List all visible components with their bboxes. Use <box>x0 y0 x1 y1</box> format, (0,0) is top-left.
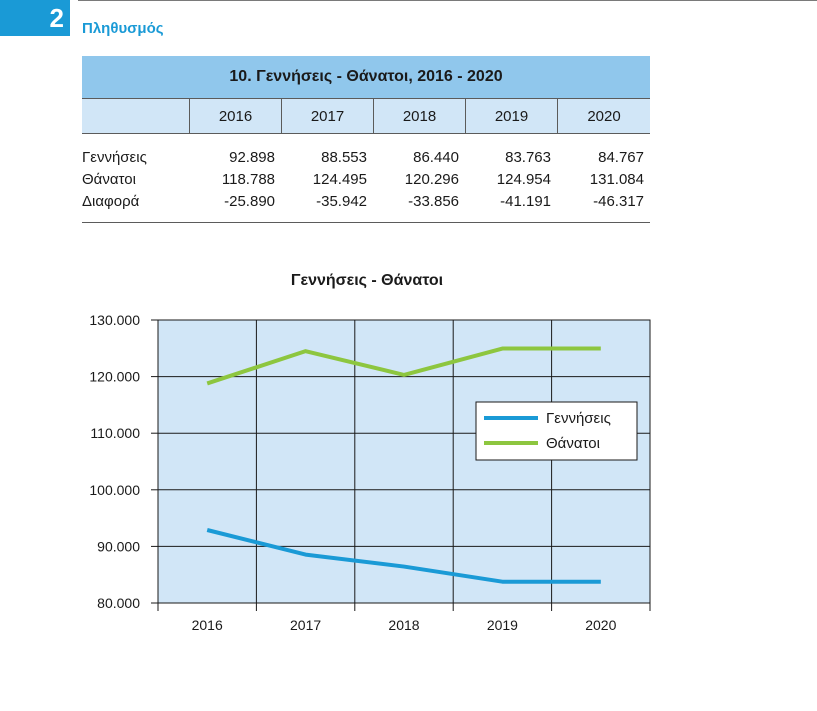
table-header-row: 2016 2017 2018 2019 2020 <box>82 98 650 134</box>
table-cell: 120.296 <box>404 170 459 188</box>
table-cell: -41.191 <box>500 192 551 210</box>
table-cell: 131.084 <box>589 170 644 188</box>
table-row-difference: Διαφορά -25.890 -35.942 -33.856 -41.191 … <box>82 190 650 212</box>
x-tick-label: 2017 <box>290 617 321 633</box>
table-cell: 124.954 <box>496 170 551 188</box>
table-header-year: 2016 <box>189 99 281 133</box>
y-tick-label: 120.000 <box>89 369 140 385</box>
births-deaths-table: 10. Γεννήσεις - Θάνατοι, 2016 - 2020 201… <box>82 56 650 223</box>
table-cell: 92.898 <box>229 148 275 166</box>
table-cell: -33.856 <box>408 192 459 210</box>
x-tick-label: 2018 <box>388 617 419 633</box>
y-tick-label: 100.000 <box>89 482 140 498</box>
x-tick-label: 2019 <box>487 617 518 633</box>
x-tick-label: 2016 <box>192 617 223 633</box>
y-tick-label: 110.000 <box>90 425 140 441</box>
table-cell: 124.495 <box>312 170 367 188</box>
row-label: Γεννήσεις <box>82 148 147 166</box>
table-title: 10. Γεννήσεις - Θάνατοι, 2016 - 2020 <box>82 56 650 98</box>
table-body: Γεννήσεις 92.898 88.553 86.440 83.763 84… <box>82 134 650 223</box>
chart-title: Γεννήσεις - Θάνατοι <box>290 272 444 289</box>
deaths-series-line <box>206 346 601 386</box>
table-cell: 83.763 <box>505 148 551 166</box>
births-series-line <box>206 528 601 584</box>
y-tick-label: 90.000 <box>97 538 140 554</box>
top-rule <box>78 0 817 1</box>
table-cell: 88.553 <box>321 148 367 166</box>
table-cell: 86.440 <box>413 148 459 166</box>
legend-label: Θάνατοι <box>546 435 600 452</box>
table-header-year: 2020 <box>557 99 650 133</box>
table-header-year: 2017 <box>281 99 373 133</box>
table-cell: 118.788 <box>221 170 275 188</box>
table-cell: -35.942 <box>316 192 367 210</box>
table-cell: -25.890 <box>224 192 275 210</box>
x-tick-label: 2020 <box>585 617 616 633</box>
row-label: Διαφορά <box>82 192 140 210</box>
table-cell: -46.317 <box>593 192 644 210</box>
table-header-year: 2019 <box>465 99 557 133</box>
section-title: Πληθυσμός <box>82 20 164 37</box>
plot-area <box>157 319 651 604</box>
legend-label: Γεννήσεις <box>546 410 611 427</box>
table-row-births: Γεννήσεις 92.898 88.553 86.440 83.763 84… <box>82 146 650 168</box>
table-cell: 84.767 <box>598 148 644 166</box>
y-tick-label: 130.000 <box>89 312 140 328</box>
row-label: Θάνατοι <box>82 170 136 188</box>
chart-legend <box>475 401 638 461</box>
chapter-number-tab: 2 <box>0 0 70 36</box>
table-row-deaths: Θάνατοι 118.788 124.495 120.296 124.954 … <box>82 168 650 190</box>
table-header-year: 2018 <box>373 99 465 133</box>
y-tick-label: 80.000 <box>97 595 140 611</box>
